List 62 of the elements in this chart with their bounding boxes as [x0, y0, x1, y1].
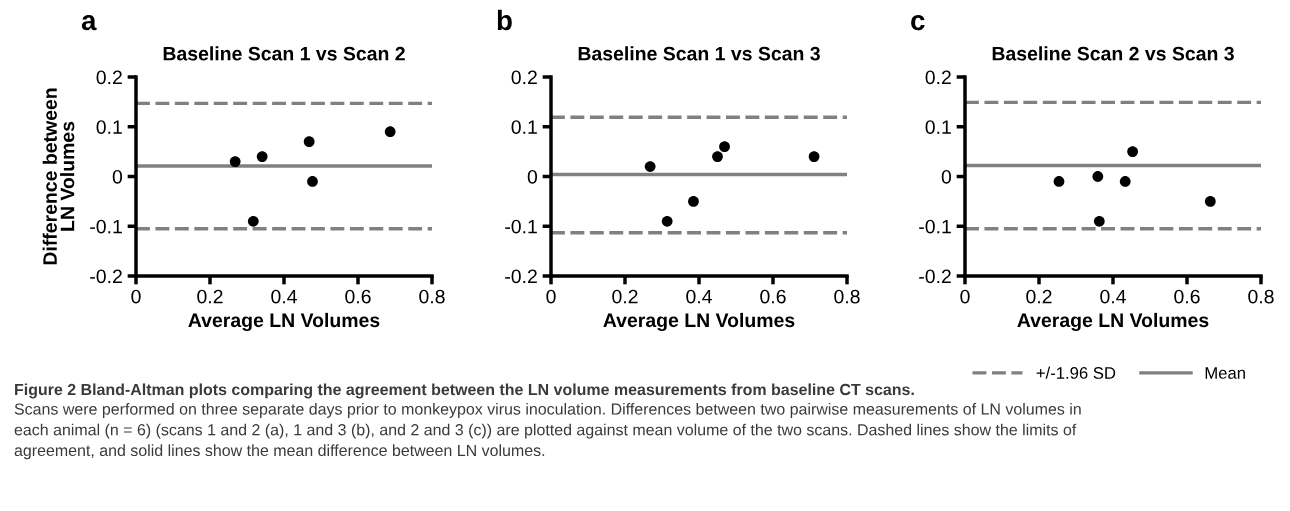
- x-tick-label: 0: [546, 289, 556, 304]
- x-tick-label: 0.8: [1248, 289, 1274, 304]
- x-tick-label: 0.2: [612, 289, 638, 304]
- y-tick-label: -0.2: [90, 269, 122, 284]
- point: [256, 151, 268, 162]
- x-axis-title: Average LN Volumes: [1017, 312, 1209, 332]
- point: [1204, 196, 1216, 207]
- x-tick-label: 0.8: [419, 289, 445, 304]
- text: c: [911, 15, 925, 31]
- x-tick-label: 0: [131, 289, 141, 304]
- y-tick-label: -0.2: [919, 269, 951, 284]
- x-tick-label: 0.4: [1100, 289, 1126, 304]
- y-tick-label: 0: [112, 169, 123, 184]
- x-tick-label: 0.6: [1174, 289, 1200, 304]
- point: [1127, 146, 1138, 157]
- x-tick-label: 0.4: [686, 289, 712, 304]
- x-axis-title: Average LN Volumes: [188, 312, 380, 332]
- y-tick-label: 0.1: [511, 120, 537, 134]
- text: Scans were performed on three separate days prior to monkeypox virus inoculation. Differences between two pairwise measurements of LN volumes in each animal (n = 6) (scans 1 and 2 (a), 1 and 3 (b), and 2 and 3 (c)) are plotted against mean volume of the two scans. Dashed lines show the limits of agreement, and solid lines show the mean difference between LN volumes.: [14, 403, 1081, 460]
- y-tick-label: 0.2: [511, 70, 537, 85]
- x-tick-label: 0.2: [1026, 289, 1052, 304]
- point: [1119, 176, 1131, 187]
- chart-title: Baseline Scan 2 vs Scan 3: [992, 46, 1234, 61]
- caption: Figure 2 Bland-Altman plots comparing the agreement between the LN volume measurements from baseline CT scans.: [15, 383, 914, 399]
- y-tick-label: -0.2: [505, 269, 537, 284]
- x-tick-label: 0.6: [760, 289, 786, 304]
- point: [808, 151, 820, 162]
- y-tick-label: 0: [527, 169, 538, 184]
- point: [384, 126, 396, 138]
- point: [644, 161, 656, 172]
- y-tick-label: -0.1: [505, 219, 537, 234]
- y-tick-label: 0: [941, 169, 952, 184]
- point: [247, 215, 259, 227]
- x-tick-label: 0: [960, 289, 970, 304]
- point: [661, 215, 673, 227]
- text: b: [497, 9, 512, 31]
- x-tick-label: 0.8: [834, 289, 860, 304]
- legend-label: Mean: [1205, 367, 1245, 379]
- point: [719, 141, 730, 153]
- point: [1092, 171, 1104, 182]
- legend-label: +/-1.96 SD: [1036, 366, 1116, 379]
- point: [712, 151, 723, 162]
- point: [307, 176, 318, 187]
- point: [688, 196, 699, 207]
- chart-title: Baseline Scan 1 vs Scan 2: [163, 46, 405, 61]
- point: [1053, 176, 1065, 187]
- y-tick-label: 0.1: [925, 120, 951, 134]
- x-axis-title: Average LN Volumes: [603, 312, 795, 332]
- text: a: [81, 15, 97, 31]
- y-tick-label: 0.1: [96, 120, 122, 134]
- chart-title: Baseline Scan 1 vs Scan 3: [578, 46, 820, 61]
- x-tick-label: 0.4: [271, 289, 297, 304]
- x-tick-label: 0.2: [197, 289, 223, 304]
- point: [229, 156, 241, 167]
- x-tick-label: 0.6: [345, 289, 371, 304]
- y-tick-label: 0.2: [925, 70, 951, 85]
- y-axis-title: Difference between LN Volumes: [42, 88, 75, 265]
- y-tick-label: -0.1: [919, 219, 951, 234]
- y-tick-label: -0.1: [90, 219, 122, 234]
- point: [303, 136, 315, 148]
- point: [1093, 215, 1105, 227]
- y-tick-label: 0.2: [96, 70, 122, 85]
